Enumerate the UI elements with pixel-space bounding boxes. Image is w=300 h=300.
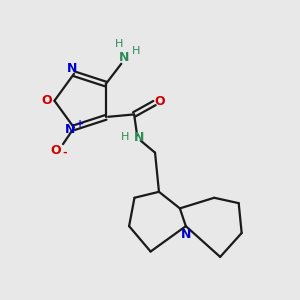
Text: N: N [68, 62, 78, 75]
Text: H: H [115, 39, 123, 49]
Text: N: N [181, 228, 191, 241]
Text: +: + [76, 119, 84, 129]
Text: O: O [42, 94, 52, 107]
Text: H: H [120, 132, 129, 142]
Text: H: H [132, 46, 140, 56]
Text: N: N [118, 51, 129, 64]
Text: O: O [50, 144, 61, 157]
Text: O: O [154, 95, 164, 108]
Text: N: N [65, 123, 76, 136]
Text: N: N [134, 131, 144, 144]
Text: -: - [62, 148, 67, 158]
